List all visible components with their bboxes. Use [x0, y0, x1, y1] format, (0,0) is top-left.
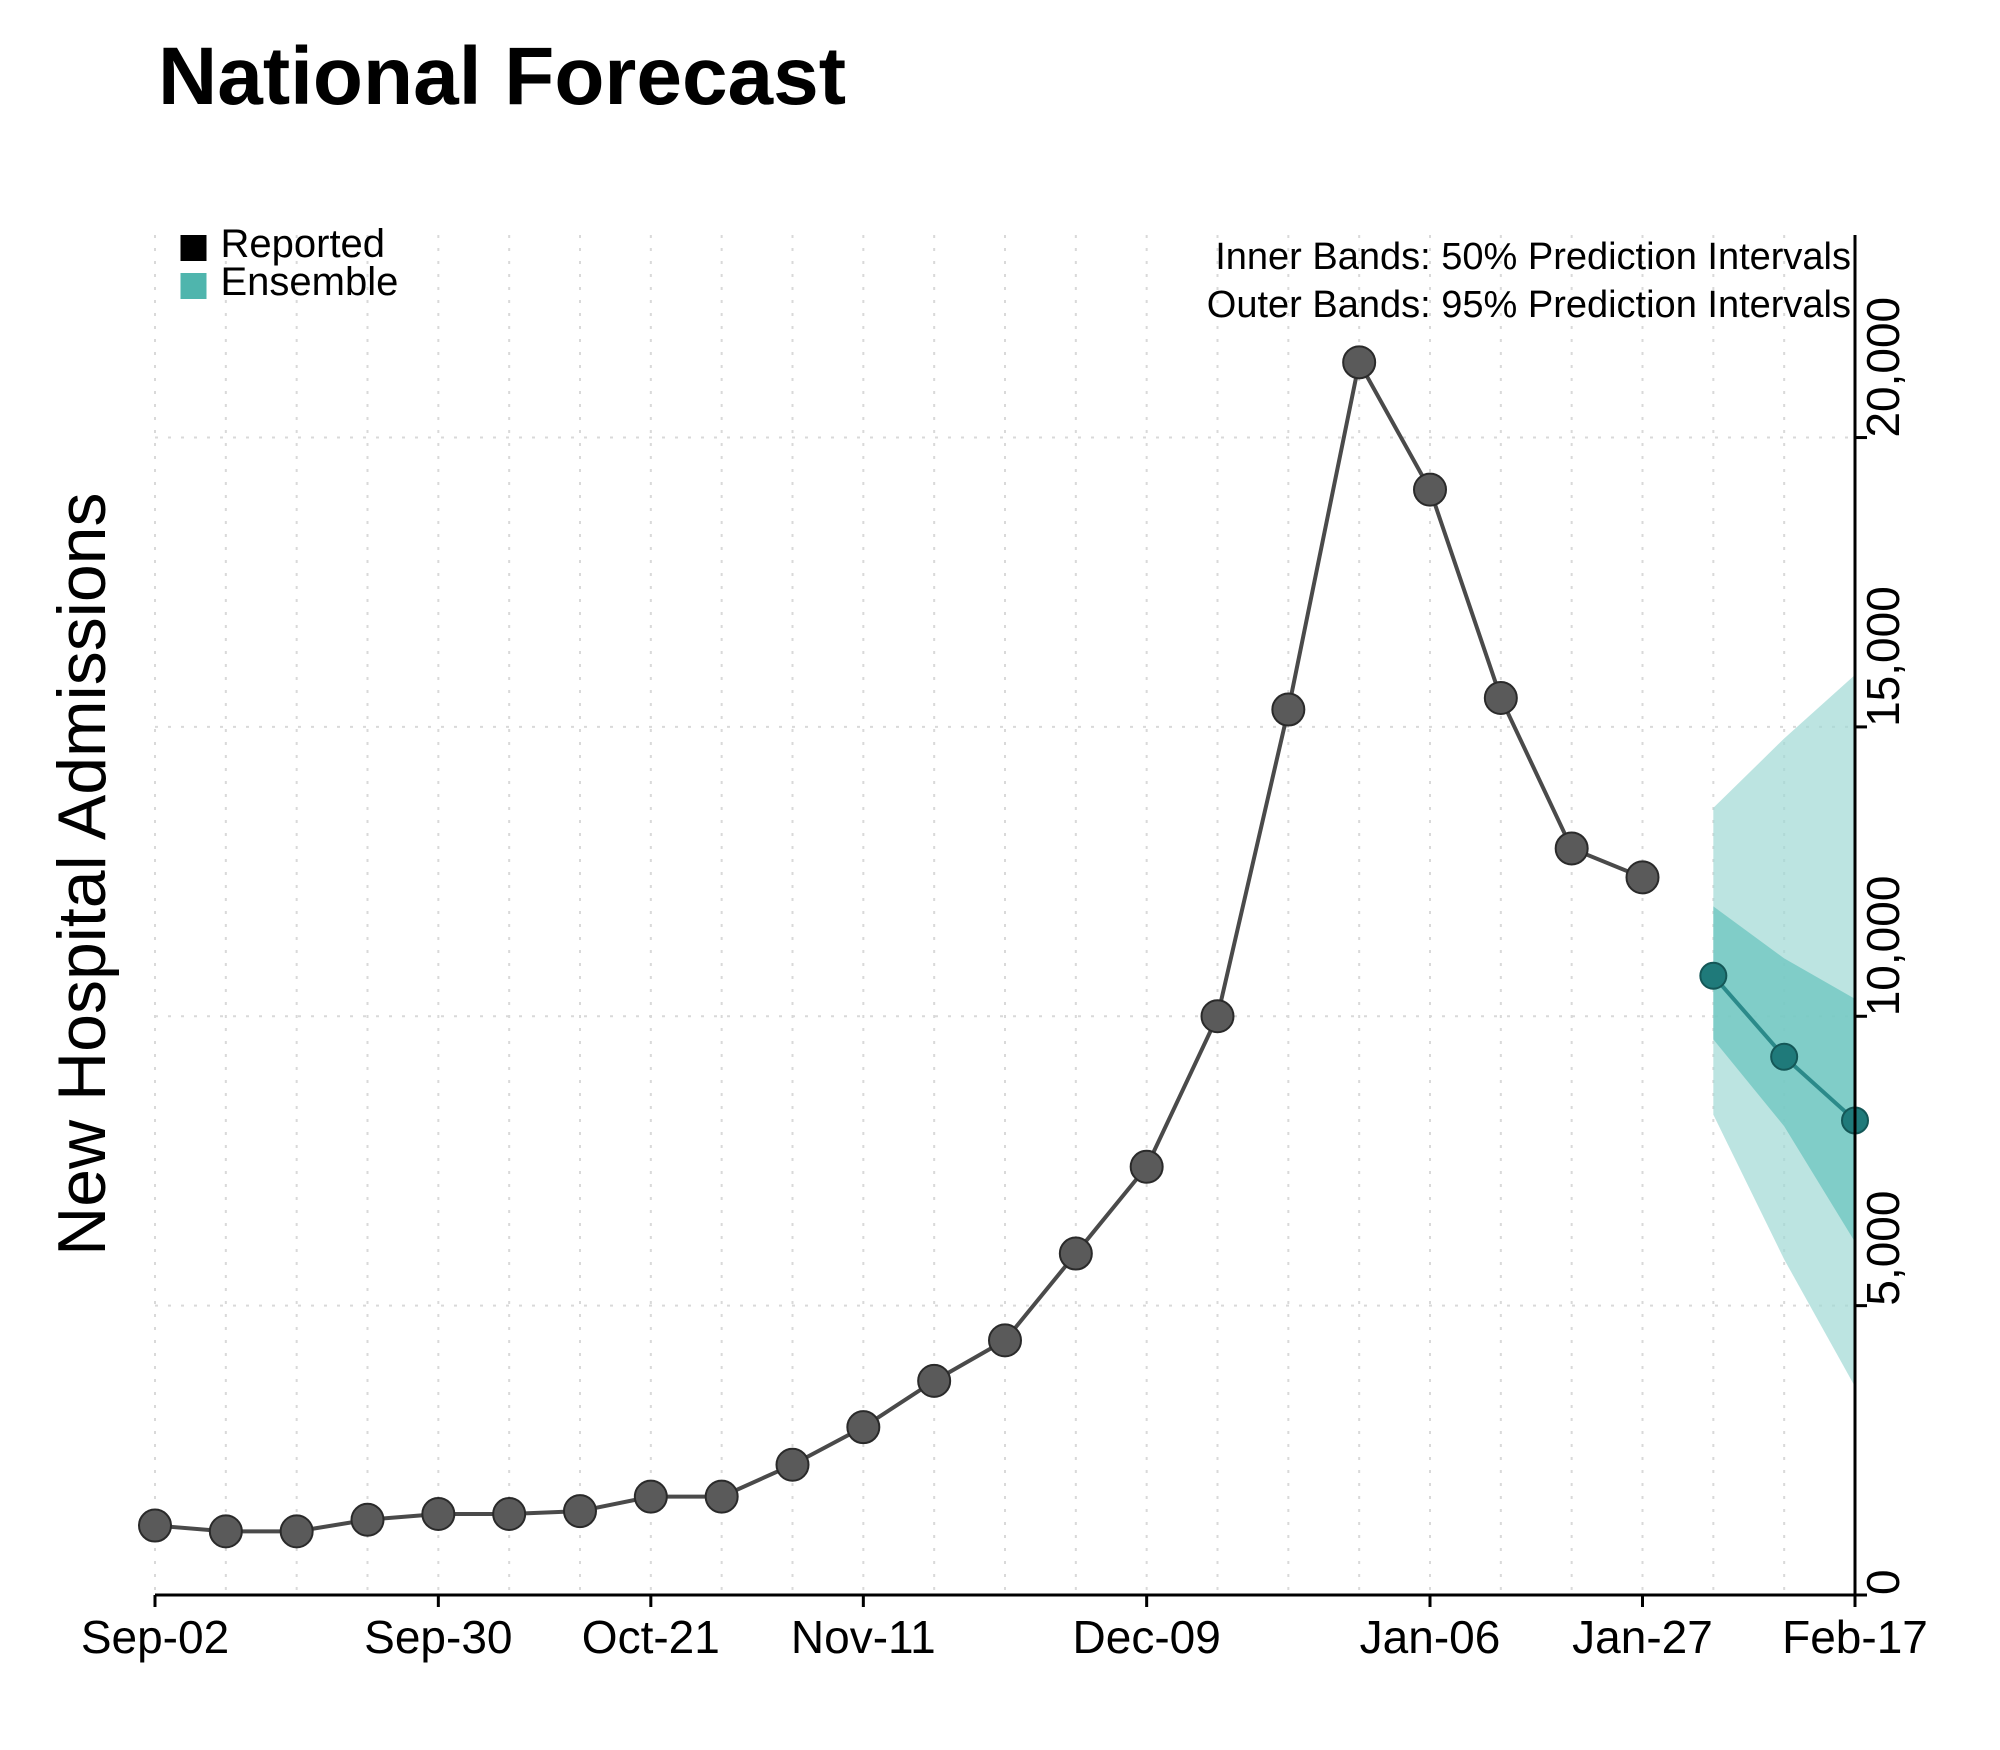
y-tick-label: 15,000	[1857, 586, 1909, 727]
x-tick-label: Feb-17	[1782, 1611, 1928, 1663]
reported-point	[1343, 346, 1375, 378]
x-tick-label: Dec-09	[1073, 1611, 1221, 1663]
reported-point	[635, 1481, 667, 1513]
reported-point	[210, 1515, 242, 1547]
y-tick-label: 10,000	[1857, 876, 1909, 1017]
annotation-line: Outer Bands: 95% Prediction Intervals	[1207, 284, 1851, 326]
x-tick-label: Oct-21	[582, 1611, 720, 1663]
y-tick-label: 0	[1857, 1569, 1909, 1595]
x-tick-label: Jan-06	[1360, 1611, 1501, 1663]
y-tick-label: 5,000	[1857, 1191, 1909, 1306]
chart-title: National Forecast	[158, 30, 846, 124]
reported-point	[847, 1411, 879, 1443]
reported-point	[1060, 1238, 1092, 1270]
reported-point	[706, 1481, 738, 1513]
x-tick-label: Sep-02	[81, 1611, 229, 1663]
reported-point	[1202, 1000, 1234, 1032]
legend-label: Ensemble	[221, 260, 399, 304]
forecast-chart: Sep-02 Sep-30 Oct-21 Nov-11 Dec-09 Jan-06 Jan-…	[0, 180, 2000, 1750]
reported-point	[422, 1498, 454, 1530]
reported-point	[493, 1498, 525, 1530]
reported-point	[352, 1504, 384, 1536]
reported-point	[1485, 682, 1517, 714]
reported-point	[989, 1324, 1021, 1356]
reported-point	[1131, 1151, 1163, 1183]
reported-line	[155, 362, 1643, 1531]
legend-swatch	[181, 273, 207, 299]
reported-point	[564, 1495, 596, 1527]
y-axis-title: New Hospital Admissions	[44, 492, 120, 1255]
annotation-line: Inner Bands: 50% Prediction Intervals	[1215, 236, 1851, 278]
reported-point	[1414, 474, 1446, 506]
reported-point	[139, 1510, 171, 1542]
legend-swatch	[181, 235, 207, 261]
ensemble-point	[1771, 1044, 1797, 1070]
reported-point	[1272, 694, 1304, 726]
reported-point	[281, 1515, 313, 1547]
y-tick-label: 20,000	[1857, 297, 1909, 438]
x-tick-label: Nov-11	[791, 1611, 936, 1663]
x-tick-label: Sep-30	[364, 1611, 512, 1663]
x-tick-label: Jan-27	[1572, 1611, 1713, 1663]
page-root: National Forecast Sep-02 Sep-30 Oct-21 Nov-…	[0, 0, 2000, 1750]
ensemble-point	[1700, 963, 1726, 989]
reported-point	[777, 1449, 809, 1481]
reported-point	[1556, 832, 1588, 864]
reported-point	[1627, 861, 1659, 893]
reported-point	[918, 1365, 950, 1397]
